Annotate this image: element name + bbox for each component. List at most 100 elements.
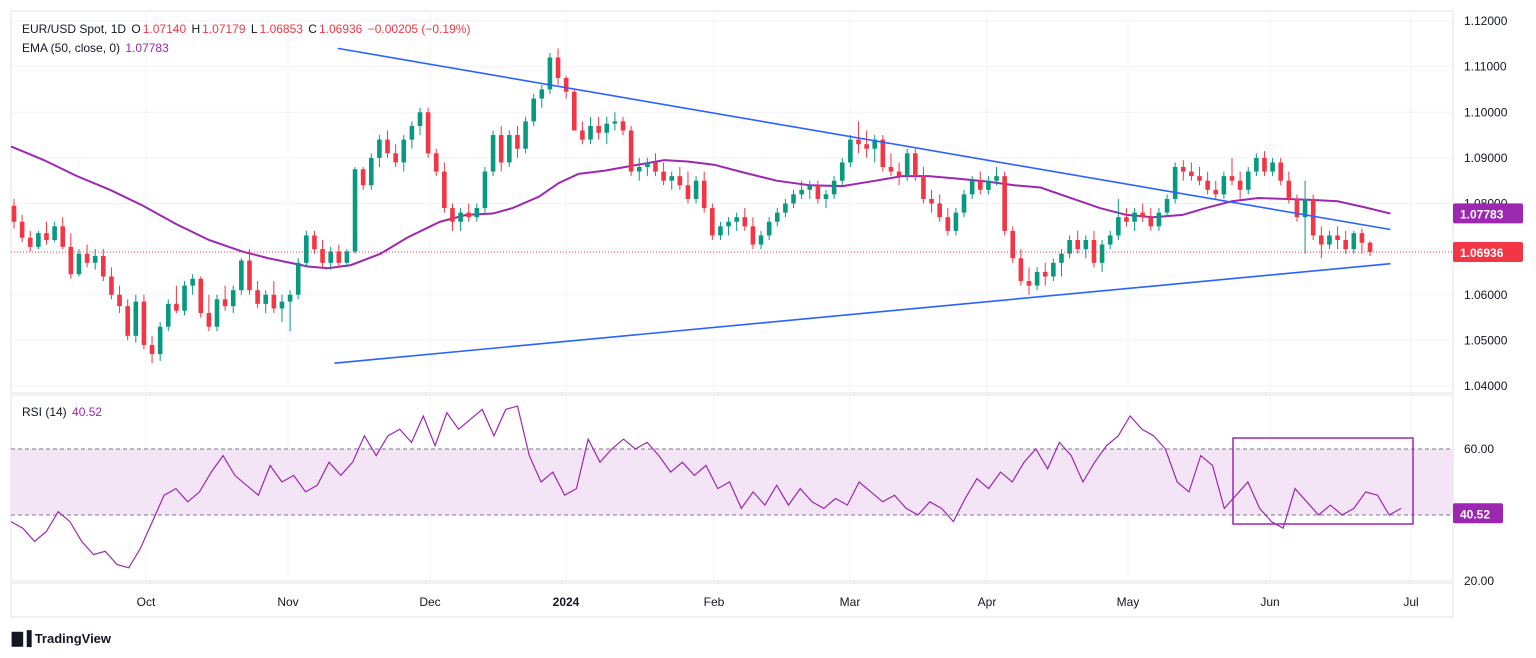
rsi-axis[interactable]: 60.00 20.00 40.52 <box>1453 442 1503 588</box>
candle-body <box>263 294 269 304</box>
brand-label: TradingView <box>34 631 112 646</box>
candle-body <box>230 290 236 307</box>
price-tick-label: 1.12000 <box>1464 14 1508 28</box>
candle-body <box>791 194 796 204</box>
candle-body <box>929 198 934 204</box>
candle-body <box>539 89 545 99</box>
candle-body <box>831 180 837 195</box>
candle-body <box>742 217 748 227</box>
time-tick-label: Feb <box>704 595 725 609</box>
candle-body <box>92 255 98 263</box>
candle-body <box>555 57 561 79</box>
candle-body <box>1010 230 1016 259</box>
candle-body <box>913 153 918 177</box>
price-pane[interactable] <box>10 10 1454 394</box>
candle-body <box>76 253 82 275</box>
candle-body <box>604 123 610 133</box>
candle-body <box>377 139 382 158</box>
time-axis[interactable]: Oct Nov Dec 2024 Feb Mar Apr May Jun Jul <box>137 595 1419 609</box>
time-tick-label: 2024 <box>553 595 580 609</box>
candle-body <box>612 121 618 124</box>
candle-body <box>1075 240 1081 250</box>
candle-body <box>1302 198 1308 218</box>
candle-body <box>433 153 439 172</box>
rsi-legend: RSI (14) 40.52 <box>22 405 104 419</box>
low-label: L <box>250 22 258 36</box>
candle-body <box>693 180 699 199</box>
rsi-highlight-box <box>1232 437 1414 525</box>
candle-body <box>1278 162 1284 181</box>
candle-body <box>11 205 17 222</box>
candle-body <box>1067 240 1072 254</box>
candle-body <box>360 169 366 186</box>
rsi-value: 40.52 <box>72 405 103 419</box>
time-tick-label: Nov <box>277 595 298 609</box>
candle-body <box>880 139 886 167</box>
candle-body <box>482 171 488 209</box>
ema-label[interactable]: EMA (50, close, 0) <box>22 41 121 55</box>
tradingview-logo-icon: ▇▐ <box>12 630 32 646</box>
candle-body <box>1180 167 1186 172</box>
candle-body <box>190 278 195 286</box>
candle-body <box>1051 262 1056 277</box>
candle-body <box>653 162 658 172</box>
price-axis[interactable]: 1.120001.110001.100001.090001.080001.070… <box>1453 14 1523 393</box>
candle-body <box>1197 176 1202 181</box>
candle-body <box>109 276 114 295</box>
footer-brand[interactable]: ▇▐ TradingView <box>12 630 111 647</box>
candle-body <box>685 185 691 199</box>
candle-body <box>1327 235 1332 245</box>
candle-body <box>774 212 780 222</box>
candle-body <box>718 226 723 236</box>
ema-line-group <box>10 145 1391 270</box>
candle-body <box>165 303 171 327</box>
ema-price-badge-label: 1.07783 <box>1460 207 1504 221</box>
candle-body <box>458 212 463 222</box>
candle-body <box>1148 217 1154 227</box>
candle-body <box>295 262 301 295</box>
candle-body <box>969 180 975 195</box>
candle-body <box>320 249 325 263</box>
candle-body <box>799 189 804 195</box>
candle-body <box>1319 235 1324 245</box>
candle-body <box>466 212 472 218</box>
candle-body <box>904 153 910 177</box>
candle-body <box>287 294 293 302</box>
candle-body <box>271 294 277 309</box>
candle-body <box>815 185 821 199</box>
last-price-badge <box>1453 242 1523 263</box>
candle-body <box>701 180 707 209</box>
candle-body <box>888 167 894 172</box>
candle-body <box>247 260 252 291</box>
candle-body <box>117 294 122 307</box>
candle-body <box>547 57 553 90</box>
candle-body <box>198 278 204 313</box>
rsi-value-badge-label: 40.52 <box>1460 507 1490 521</box>
low-value: 1.06853 <box>259 22 303 36</box>
time-tick-label: Jun <box>1260 595 1279 609</box>
candle-body <box>27 237 33 247</box>
candle-body <box>864 144 869 149</box>
candle-body <box>157 326 163 355</box>
close-label: C <box>308 22 317 36</box>
candle-body <box>1221 176 1227 195</box>
candle-body <box>848 139 853 163</box>
high-label: H <box>191 22 201 36</box>
candle-body <box>1172 167 1178 199</box>
candle-body <box>1042 271 1048 277</box>
candle-body <box>807 185 813 190</box>
price-legend: EUR/USD Spot, 1D O 1.07140 H 1.07179 L 1.06… <box>22 22 472 36</box>
candle-body <box>961 194 967 213</box>
candle-body <box>1229 176 1235 181</box>
candle-body <box>1002 176 1007 231</box>
candle-body <box>52 226 57 240</box>
candle-body <box>937 203 942 218</box>
candle-body <box>563 78 569 92</box>
symbol-title[interactable]: EUR/USD Spot, 1D <box>22 22 127 36</box>
candle-body <box>336 251 342 263</box>
candle-body <box>1213 189 1219 195</box>
candle-body <box>677 176 683 186</box>
rsi-label[interactable]: RSI (14) <box>22 405 67 419</box>
trendline-lower <box>334 262 1391 364</box>
candle-body <box>1310 198 1316 236</box>
